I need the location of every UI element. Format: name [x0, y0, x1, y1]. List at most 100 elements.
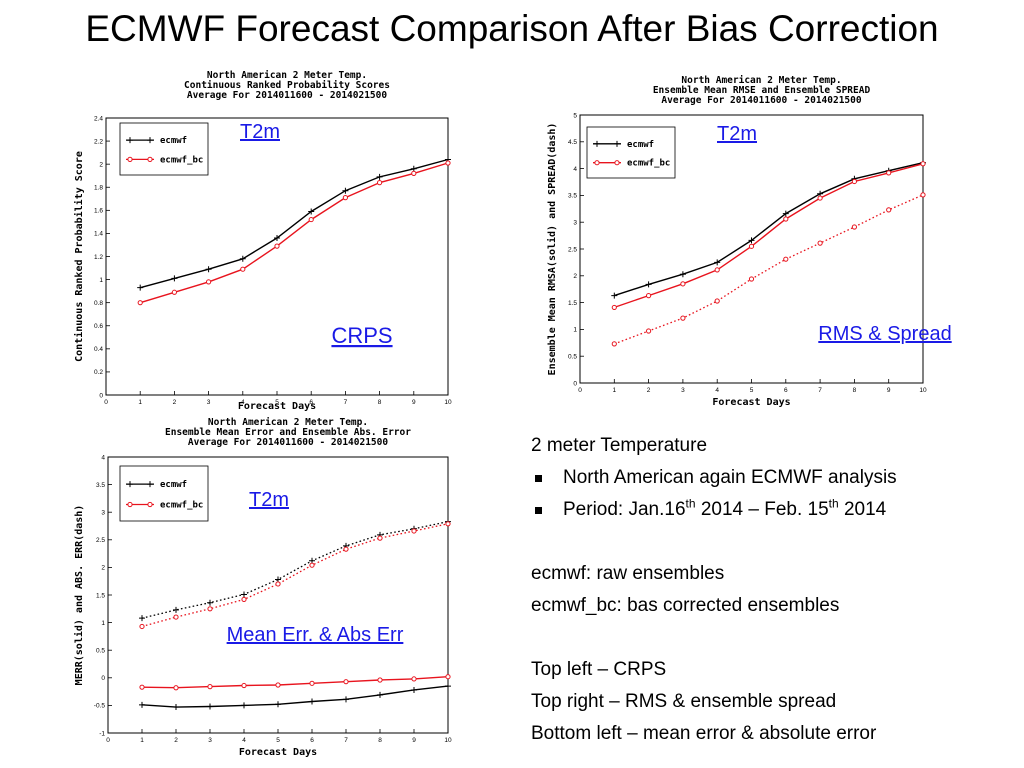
- data-point-ecmwf_bc: [241, 682, 247, 689]
- y-tick-label: 1: [101, 620, 105, 627]
- x-tick-label: 7: [818, 387, 822, 394]
- data-point-ecmwf_bc: [411, 528, 417, 534]
- data-point-ecmwf_bc: [611, 304, 617, 311]
- x-tick-label: 8: [378, 399, 382, 406]
- data-point-ecmwf_bc: [207, 606, 213, 612]
- legend-box: [586, 126, 676, 179]
- y-tick-label: 4: [101, 454, 105, 461]
- data-point-ecmwf: [342, 187, 349, 194]
- legend-marker: [147, 501, 153, 508]
- data-point-ecmwf_bc: [240, 266, 246, 272]
- data-point-ecmwf: [239, 255, 246, 262]
- data-point-ecmwf_bc: [411, 170, 417, 177]
- x-tick-label: 10: [919, 387, 927, 394]
- notes-bullets: North American again ECMWF analysis Peri…: [531, 462, 1011, 526]
- data-point-ecmwf: [377, 691, 383, 698]
- legend-label: ecmwf: [627, 140, 654, 150]
- y-tick-label: 0.4: [94, 346, 103, 353]
- data-point-ecmwf: [410, 165, 417, 172]
- data-point-ecmwf: [207, 599, 213, 606]
- data-point-ecmwf_bc: [173, 685, 179, 691]
- y-tick-label: 1.5: [96, 592, 105, 599]
- notes-heading: 2 meter Temperature: [531, 435, 708, 456]
- y-tick-label: 2.2: [94, 138, 103, 145]
- data-point-ecmwf_bc: [851, 224, 857, 230]
- y-tick-label: 1.4: [94, 231, 103, 238]
- x-tick-label: 1: [612, 387, 616, 394]
- x-tick-label: 8: [378, 737, 382, 744]
- data-point-ecmwf_bc: [241, 596, 247, 603]
- y-tick-label: 0: [573, 380, 577, 387]
- mean-abs-error-chart: North American 2 Meter Temp.Ensemble Mea…: [73, 417, 452, 758]
- legend-marker: [594, 140, 600, 147]
- data-point-ecmwf: [275, 701, 281, 708]
- data-point-ecmwf_bc: [817, 195, 823, 201]
- series-line-ecmwf-solid: [141, 685, 449, 708]
- crps-chart: North American 2 Meter Temp.Continuous R…: [73, 70, 452, 412]
- data-point-ecmwf: [679, 271, 686, 278]
- chart-title: North American 2 Meter Temp.: [207, 70, 367, 81]
- x-tick-label: 0: [104, 399, 108, 406]
- variable-annotation: T2m: [240, 121, 280, 143]
- data-point-ecmwf: [207, 703, 213, 710]
- spacer: [531, 526, 1011, 558]
- y-tick-label: -1: [99, 730, 105, 737]
- y-tick-label: 0.8: [94, 300, 103, 307]
- data-point-ecmwf_bc: [343, 679, 349, 685]
- legend-marker: [127, 137, 133, 144]
- y-axis-label: Ensemble Mean RMSA(solid) and SPREAD(das…: [546, 123, 558, 376]
- data-point-ecmwf_bc: [411, 676, 417, 682]
- chart-subtitle: Average For 2014011600 - 2014021500: [661, 95, 861, 106]
- data-point-ecmwf_bc: [680, 281, 686, 287]
- y-tick-label: 0.5: [568, 354, 577, 361]
- bullet-period: Period: Jan.16th 2014 – Feb. 15th 2014: [531, 494, 1011, 526]
- metric-annotation: RMS & Spread: [818, 323, 951, 345]
- definition-ecmwf: ecmwf: raw ensembles: [531, 563, 725, 584]
- data-point-ecmwf_bc: [851, 178, 857, 185]
- legend-label: ecmwf_bc: [160, 501, 203, 511]
- data-point-ecmwf_bc: [680, 315, 686, 321]
- y-tick-label: 0: [101, 675, 105, 682]
- legend-marker: [147, 481, 153, 488]
- y-tick-label: 1.8: [94, 185, 103, 192]
- x-tick-label: 5: [275, 399, 279, 406]
- data-point-ecmwf_bc: [139, 623, 145, 630]
- x-tick-label: 1: [138, 399, 142, 406]
- variable-annotation: T2m: [717, 123, 757, 145]
- data-point-ecmwf: [205, 266, 212, 273]
- y-tick-label: 1.6: [94, 208, 103, 215]
- x-tick-label: 10: [444, 737, 452, 744]
- data-point-ecmwf: [173, 704, 179, 711]
- data-point-ecmwf_bc: [714, 267, 720, 273]
- y-axis-label: MERR(solid) and ABS. ERR(dash): [73, 505, 85, 686]
- legend-label: ecmwf_bc: [160, 155, 203, 165]
- data-point-ecmwf_bc: [173, 614, 179, 620]
- data-point-ecmwf_bc: [308, 216, 314, 223]
- x-tick-label: 2: [173, 399, 177, 406]
- y-tick-label: 0.6: [94, 323, 103, 330]
- data-point-ecmwf_bc: [309, 562, 315, 568]
- legend-marker: [147, 156, 153, 163]
- x-tick-label: 3: [207, 399, 211, 406]
- x-tick-label: 0: [578, 387, 582, 394]
- data-point-ecmwf: [139, 615, 145, 622]
- legend-marker: [147, 137, 153, 144]
- data-point-ecmwf_bc: [171, 289, 178, 295]
- data-point-ecmwf_bc: [445, 521, 451, 527]
- data-point-ecmwf: [782, 210, 789, 217]
- data-point-ecmwf: [343, 696, 349, 703]
- key-top-right: Top right – RMS & ensemble spread: [531, 691, 837, 712]
- data-point-ecmwf: [171, 275, 178, 282]
- data-point-ecmwf_bc: [137, 300, 143, 306]
- definition-ecmwf-bc: ecmwf_bc: bas corrected ensembles: [531, 595, 840, 616]
- metric-annotation: Mean Err. & Abs Err: [227, 624, 404, 646]
- data-point-ecmwf: [241, 702, 247, 709]
- chart-subtitle: Average For 2014011600 - 2014021500: [188, 437, 388, 448]
- x-tick-label: 6: [309, 399, 313, 406]
- legend-marker: [614, 160, 620, 166]
- y-tick-label: 0.5: [96, 648, 105, 655]
- data-point-ecmwf_bc: [748, 243, 755, 249]
- data-point-ecmwf_bc: [920, 192, 926, 198]
- y-tick-label: -0.5: [94, 703, 106, 710]
- chart-title: North American 2 Meter Temp.: [681, 75, 841, 86]
